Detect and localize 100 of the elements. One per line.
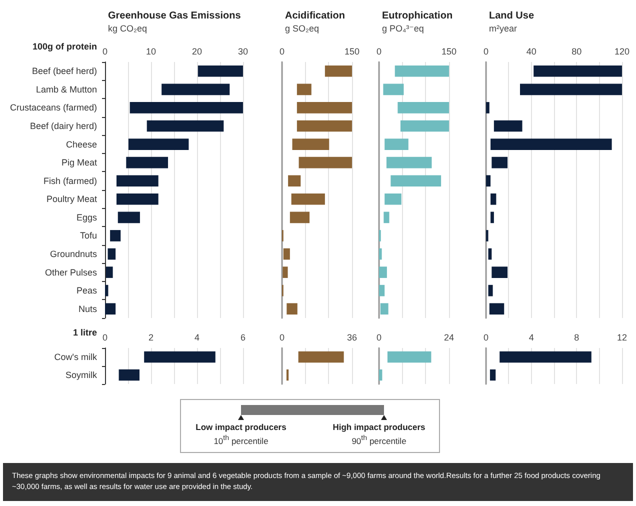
y-tick-label: Peas xyxy=(76,286,98,296)
y-tick-label: Other Pulses xyxy=(44,267,98,278)
bar xyxy=(380,303,388,315)
bar xyxy=(296,84,312,96)
text: 10$^{th}$ percentile xyxy=(212,434,270,446)
bar xyxy=(298,156,352,168)
x-axis-title: g PO₄³⁻eq xyxy=(382,24,424,34)
x-tick-label: 2 xyxy=(148,332,154,342)
y-axis-title: 1 litre xyxy=(72,328,97,338)
bar xyxy=(296,120,352,132)
bar xyxy=(534,65,622,77)
bar xyxy=(379,284,385,296)
bar xyxy=(489,303,504,315)
x-tick-label: 0 xyxy=(483,332,489,342)
bar xyxy=(105,284,108,296)
bar xyxy=(126,156,168,168)
x-tick-label: 0 xyxy=(376,332,382,342)
y-tick-label: Groundnuts xyxy=(50,249,98,259)
x-tick-label: 0 xyxy=(376,46,382,56)
bar xyxy=(105,303,116,315)
bar xyxy=(130,102,243,114)
bar xyxy=(384,212,390,224)
x-tick-label: 24 xyxy=(444,332,454,342)
bar xyxy=(296,102,352,114)
x-tick-label: 20 xyxy=(192,46,202,56)
bar xyxy=(486,102,490,114)
bar xyxy=(394,65,449,77)
chart-title: Eutrophication xyxy=(382,10,453,22)
bar xyxy=(494,120,522,132)
x-tick-label: 0 xyxy=(483,46,489,56)
x-tick-label: 36 xyxy=(346,332,358,342)
bar xyxy=(116,193,158,205)
x-tick-label: 150 xyxy=(441,46,457,56)
bar xyxy=(283,248,290,260)
bar xyxy=(290,212,310,224)
y-tick-label: Eggs xyxy=(76,212,98,222)
x-axis-title: g SO₂eq xyxy=(285,24,320,34)
bar xyxy=(490,212,494,224)
bar xyxy=(288,175,301,187)
y-tick-label: Nuts xyxy=(78,304,98,314)
bar xyxy=(108,248,116,260)
bar xyxy=(400,120,449,132)
bar xyxy=(390,175,442,187)
bar xyxy=(398,102,449,114)
bar xyxy=(282,266,288,278)
x-tick-label: 150 xyxy=(344,46,360,56)
bar xyxy=(116,175,158,187)
y-tick-label: Soymilk xyxy=(65,370,98,380)
bar xyxy=(379,248,382,260)
y-tick-label: Poultry Meat xyxy=(46,194,98,204)
y-tick-label: Beef (dairy herd) xyxy=(30,121,97,131)
y-tick-label: Cow's milk xyxy=(54,352,98,362)
x-tick-label: 4 xyxy=(194,332,200,342)
bar xyxy=(162,84,230,96)
x-tick-label: 12 xyxy=(616,332,628,342)
x-tick-label: 80 xyxy=(572,46,582,56)
x-tick-label: 4 xyxy=(528,332,534,342)
text: 90$^{th}$ percentile xyxy=(350,434,408,446)
bar xyxy=(110,230,121,242)
bar xyxy=(379,266,387,278)
bar xyxy=(384,193,402,205)
x-tick-label: 10 xyxy=(146,46,156,56)
y-tick-label: Crustaceans (farmed) xyxy=(10,102,97,113)
bar xyxy=(492,266,508,278)
x-tick-label: 8 xyxy=(574,332,580,342)
bar xyxy=(118,212,140,224)
chart-title: Acidification xyxy=(285,10,346,22)
x-tick-label: 0 xyxy=(102,46,108,56)
bar xyxy=(386,156,432,168)
bar xyxy=(492,156,508,168)
bar xyxy=(520,84,622,96)
x-tick-label: 0 xyxy=(279,46,285,56)
x-axis-title: kg CO₂eq xyxy=(108,24,148,34)
x-tick-label: 0 xyxy=(279,332,285,342)
y-tick-label: Cheese xyxy=(66,139,97,150)
x-tick-label: 120 xyxy=(614,46,630,56)
bar xyxy=(286,303,298,315)
bar xyxy=(291,193,325,205)
chart-title: Greenhouse Gas Emissions xyxy=(108,10,242,22)
bar xyxy=(490,138,612,150)
bar xyxy=(106,266,113,278)
bar xyxy=(198,65,243,77)
chart-title: Land Use xyxy=(489,10,534,22)
bar xyxy=(383,84,404,96)
x-tick-label: 0 xyxy=(102,332,108,342)
x-tick-label: 30 xyxy=(238,46,248,56)
y-tick-label: Fish (farmed) xyxy=(43,176,97,186)
y-tick-label: Pig Meat xyxy=(61,158,98,168)
bar xyxy=(488,284,493,296)
x-tick-label: 6 xyxy=(240,332,246,342)
bar xyxy=(486,175,491,187)
bar xyxy=(384,138,408,150)
y-axis-title: 100g of protein xyxy=(32,42,97,52)
x-tick-label: 40 xyxy=(526,46,536,56)
text: Low impact producers xyxy=(194,422,288,432)
bar xyxy=(324,65,352,77)
y-tick-label: Beef (beef herd) xyxy=(32,66,97,76)
bar xyxy=(128,138,189,150)
y-tick-label: Lamb & Mutton xyxy=(36,84,97,94)
text: High impact producers xyxy=(332,422,426,432)
